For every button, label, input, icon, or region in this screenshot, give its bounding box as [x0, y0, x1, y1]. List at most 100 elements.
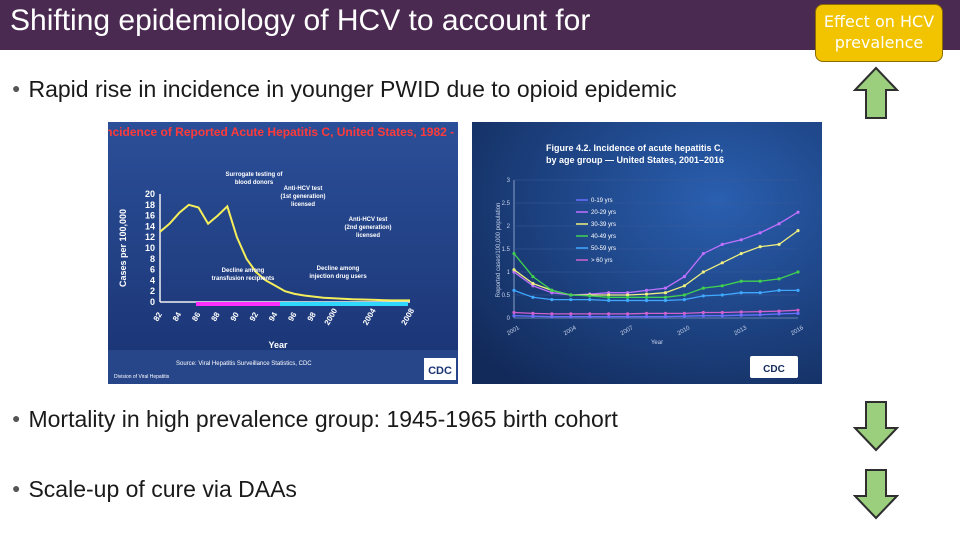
chart-2-y-tick: 1: [507, 270, 511, 276]
chart-2-data-point: [701, 294, 705, 298]
chart-1-annotation-3-line-1: Anti-HCV test: [349, 217, 388, 223]
chart-2-data-point: [512, 310, 516, 315]
chart-2-data-point: [588, 298, 592, 302]
chart-2-y-tick: 3: [507, 178, 511, 184]
chart-2-legend-label: 40-49 yrs: [591, 234, 616, 240]
chart-1: Incidence of Reported Acute Hepatitis C,…: [108, 122, 458, 384]
chart-1-annotation-5-line-1: Decline among: [317, 266, 360, 272]
chart-1-annotation-4-line-2: transfusion recipients: [212, 276, 275, 282]
chart-2-y-tick: 1.5: [502, 247, 511, 253]
chart-2-data-point: [512, 288, 516, 292]
chart-1-y-label: Cases per 100,000: [118, 209, 128, 287]
chart-2-series-line: [513, 312, 799, 318]
chart-1-title: Incidence of Reported Acute Hepatitis C,…: [108, 125, 458, 139]
chart-2-data-point: [512, 314, 516, 318]
chart-1-y-tick: 14: [145, 221, 155, 231]
chart-1-y-tick: 0: [150, 297, 155, 307]
bullet-item-3: ● Scale-up of cure via DAAs: [12, 476, 297, 503]
chart-2-x-label: Year: [651, 340, 663, 346]
chart-2-y-tick: 2: [507, 224, 511, 230]
chart-1-division: Division of Viral Hepatitis: [114, 374, 170, 380]
chart-1-annotation-4-line-1: Decline among: [222, 268, 265, 274]
chart-2-data-point: [720, 310, 724, 315]
chart-2-data-point: [588, 312, 592, 316]
chart-2-data-point: [531, 284, 535, 288]
chart-2-data-point: [607, 298, 611, 303]
chart-2-data-point: [796, 311, 800, 315]
chart-2-cdc-logo: CDC: [763, 364, 785, 375]
chart-2-data-point: [796, 210, 800, 214]
arrow-down-icon: [853, 469, 899, 520]
chart-2-data-point: [550, 288, 554, 292]
bullet-text-2: Mortality in high prevalence group: 1945…: [28, 406, 618, 432]
chart-2-legend-label: 20-29 yrs: [591, 210, 616, 216]
chart-2-data-point: [550, 315, 554, 319]
chart-2-data-point: [663, 295, 668, 299]
chart-2-data-point: [777, 309, 781, 313]
chart-2-series-line: [513, 309, 799, 315]
chart-2-data-point: [644, 292, 649, 296]
arrow-up-icon: [853, 66, 899, 119]
chart-1-x-label: Year: [268, 340, 288, 350]
chart-2-data-point: [607, 293, 611, 297]
bullet-item-1: ● Rapid rise in incidence in younger PWID…: [12, 76, 677, 103]
chart-1-annotation-2-line-1: Anti-HCV test: [284, 186, 323, 192]
chart-2-data-point: [607, 291, 611, 295]
chart-2-data-point: [512, 252, 516, 256]
chart-1-y-tick: 12: [145, 232, 155, 242]
chart-2-data-point: [720, 314, 724, 318]
chart-2-data-point: [569, 312, 573, 316]
chart-1-footer-band: [108, 350, 458, 384]
chart-2-data-point: [512, 270, 516, 274]
chart-2-data-point: [701, 252, 705, 256]
chart-1-y-tick: 18: [145, 200, 155, 210]
bullet-item-2: ● Mortality in high prevalence group: 194…: [12, 406, 618, 433]
chart-2-data-point: [644, 298, 649, 303]
chart-2-data-point: [682, 293, 686, 297]
chart-2-data-point: [701, 286, 705, 290]
chart-1-annotation-2-line-2: (1st generation): [280, 194, 325, 200]
chart-1-annotation-2-line-3: licensed: [291, 202, 315, 208]
chart-2-data-point: [777, 222, 781, 226]
chart-2-data-point: [588, 315, 592, 319]
chart-2-data-point: [550, 291, 554, 295]
chart-2-data-point: [550, 298, 554, 302]
chart-2-data-point: [663, 286, 668, 290]
chart-2-data-point: [777, 242, 781, 246]
chart-2-data-point: [720, 284, 724, 288]
chart-2-data-point: [588, 294, 592, 298]
chart-2-data-point: [758, 231, 762, 235]
chart-2-data-point: [663, 315, 668, 319]
effect-header-box: Effect on HCV prevalence: [815, 4, 943, 62]
chart-2-data-point: [644, 295, 649, 299]
chart-1-cdc-logo: CDC: [428, 365, 452, 377]
chart-1-background: [108, 122, 458, 384]
chart-2-data-point: [796, 270, 800, 274]
title-bar: Shifting epidemiology of HCV to account …: [0, 0, 960, 50]
chart-2-data-point: [607, 315, 611, 319]
chart-2-data-point: [682, 298, 686, 302]
chart-1-y-tick: 6: [150, 265, 155, 275]
chart-2-data-point: [739, 291, 743, 295]
chart-2-y-tick: 2.5: [502, 201, 511, 207]
chart-1-y-tick: 2: [150, 286, 155, 296]
chart-1-annotation-3-line-2: (2nd generation): [344, 225, 391, 231]
chart-2-data-point: [682, 275, 686, 279]
chart-2-data-point: [701, 310, 705, 315]
chart-2-data-point: [531, 281, 535, 286]
chart-2-legend-label: > 60 yrs: [591, 258, 613, 264]
chart-1-annotation-5-line-2: injection drug users: [309, 274, 367, 280]
chart-2-data-point: [682, 284, 686, 288]
chart-1-cdc-logo-bg: [424, 358, 456, 380]
bullet-dot-icon: ●: [12, 480, 21, 496]
chart-1-y-tick: 20: [145, 189, 155, 199]
chart-2-data-point: [626, 312, 630, 316]
chart-1-annotation-1-line-2: blood donors: [235, 180, 274, 186]
chart-2-data-point: [701, 314, 705, 318]
chart-2-data-point: [569, 293, 573, 297]
bullet-dot-icon: ●: [12, 410, 21, 426]
chart-2-data-point: [531, 314, 535, 318]
chart-2-series-line: [513, 289, 798, 302]
chart-2-data-point: [777, 288, 781, 292]
chart-2-legend-label: 50-59 yrs: [591, 246, 616, 252]
